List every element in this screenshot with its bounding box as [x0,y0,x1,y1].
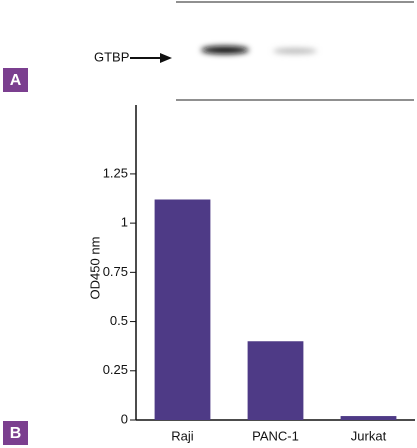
bar [155,200,211,421]
bar [248,341,304,420]
y-tick-label: 0.75 [103,264,128,279]
x-tick-label: PANC-1 [252,428,299,443]
figure: GTBP A B OD450 nm 0 0.25 0.5 0.75 1 1.25 Raji P… [0,0,417,448]
x-tick-label: Jurkat [351,428,387,443]
y-tick-label: 1.25 [103,165,128,180]
y-tick-label: 0.25 [103,362,128,377]
y-tick-label: 0 [121,411,128,426]
panel-label: A [10,72,22,89]
arrow [130,53,172,63]
panel-label: B [10,425,22,442]
y-tick-label: 1 [121,215,128,230]
y-tick-label: 0.5 [110,313,128,328]
x-tick-label: Raji [171,428,194,443]
bar [341,416,397,420]
western-blot [176,2,414,100]
band-label: GTBP [94,49,129,64]
y-axis-label: OD450 nm [87,237,102,300]
